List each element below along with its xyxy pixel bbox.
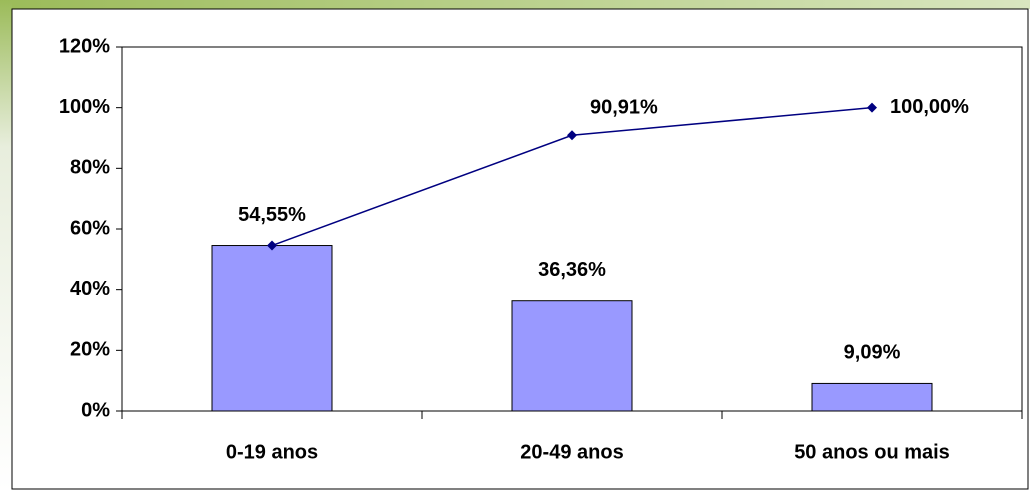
- bar-value-label: 9,09%: [844, 342, 901, 364]
- x-tick-label: 50 anos ou mais: [794, 441, 950, 463]
- y-tick-label: 20%: [70, 339, 110, 361]
- y-tick-label: 40%: [70, 278, 110, 300]
- y-tick-label: 0%: [81, 399, 110, 421]
- bar: [811, 382, 933, 412]
- line-marker: [567, 130, 577, 141]
- y-tick-label: 60%: [70, 217, 110, 239]
- background-band: [0, 0, 12, 491]
- line-value-label: 100,00%: [890, 96, 969, 118]
- line-marker: [267, 240, 277, 251]
- bar: [511, 300, 633, 412]
- x-tick-label: 0-19 anos: [226, 441, 318, 463]
- x-tick-label: 20-49 anos: [520, 441, 623, 463]
- y-tick-label: 120%: [59, 35, 110, 57]
- line-value-label: 90,91%: [590, 97, 658, 119]
- y-tick-label: 100%: [59, 96, 110, 118]
- y-tick-label: 80%: [70, 157, 110, 179]
- bar-value-label: 54,55%: [238, 204, 306, 226]
- bar-value-label: 36,36%: [538, 259, 606, 281]
- line-marker: [867, 102, 877, 113]
- background-band: [0, 0, 1030, 9]
- bar: [211, 245, 333, 412]
